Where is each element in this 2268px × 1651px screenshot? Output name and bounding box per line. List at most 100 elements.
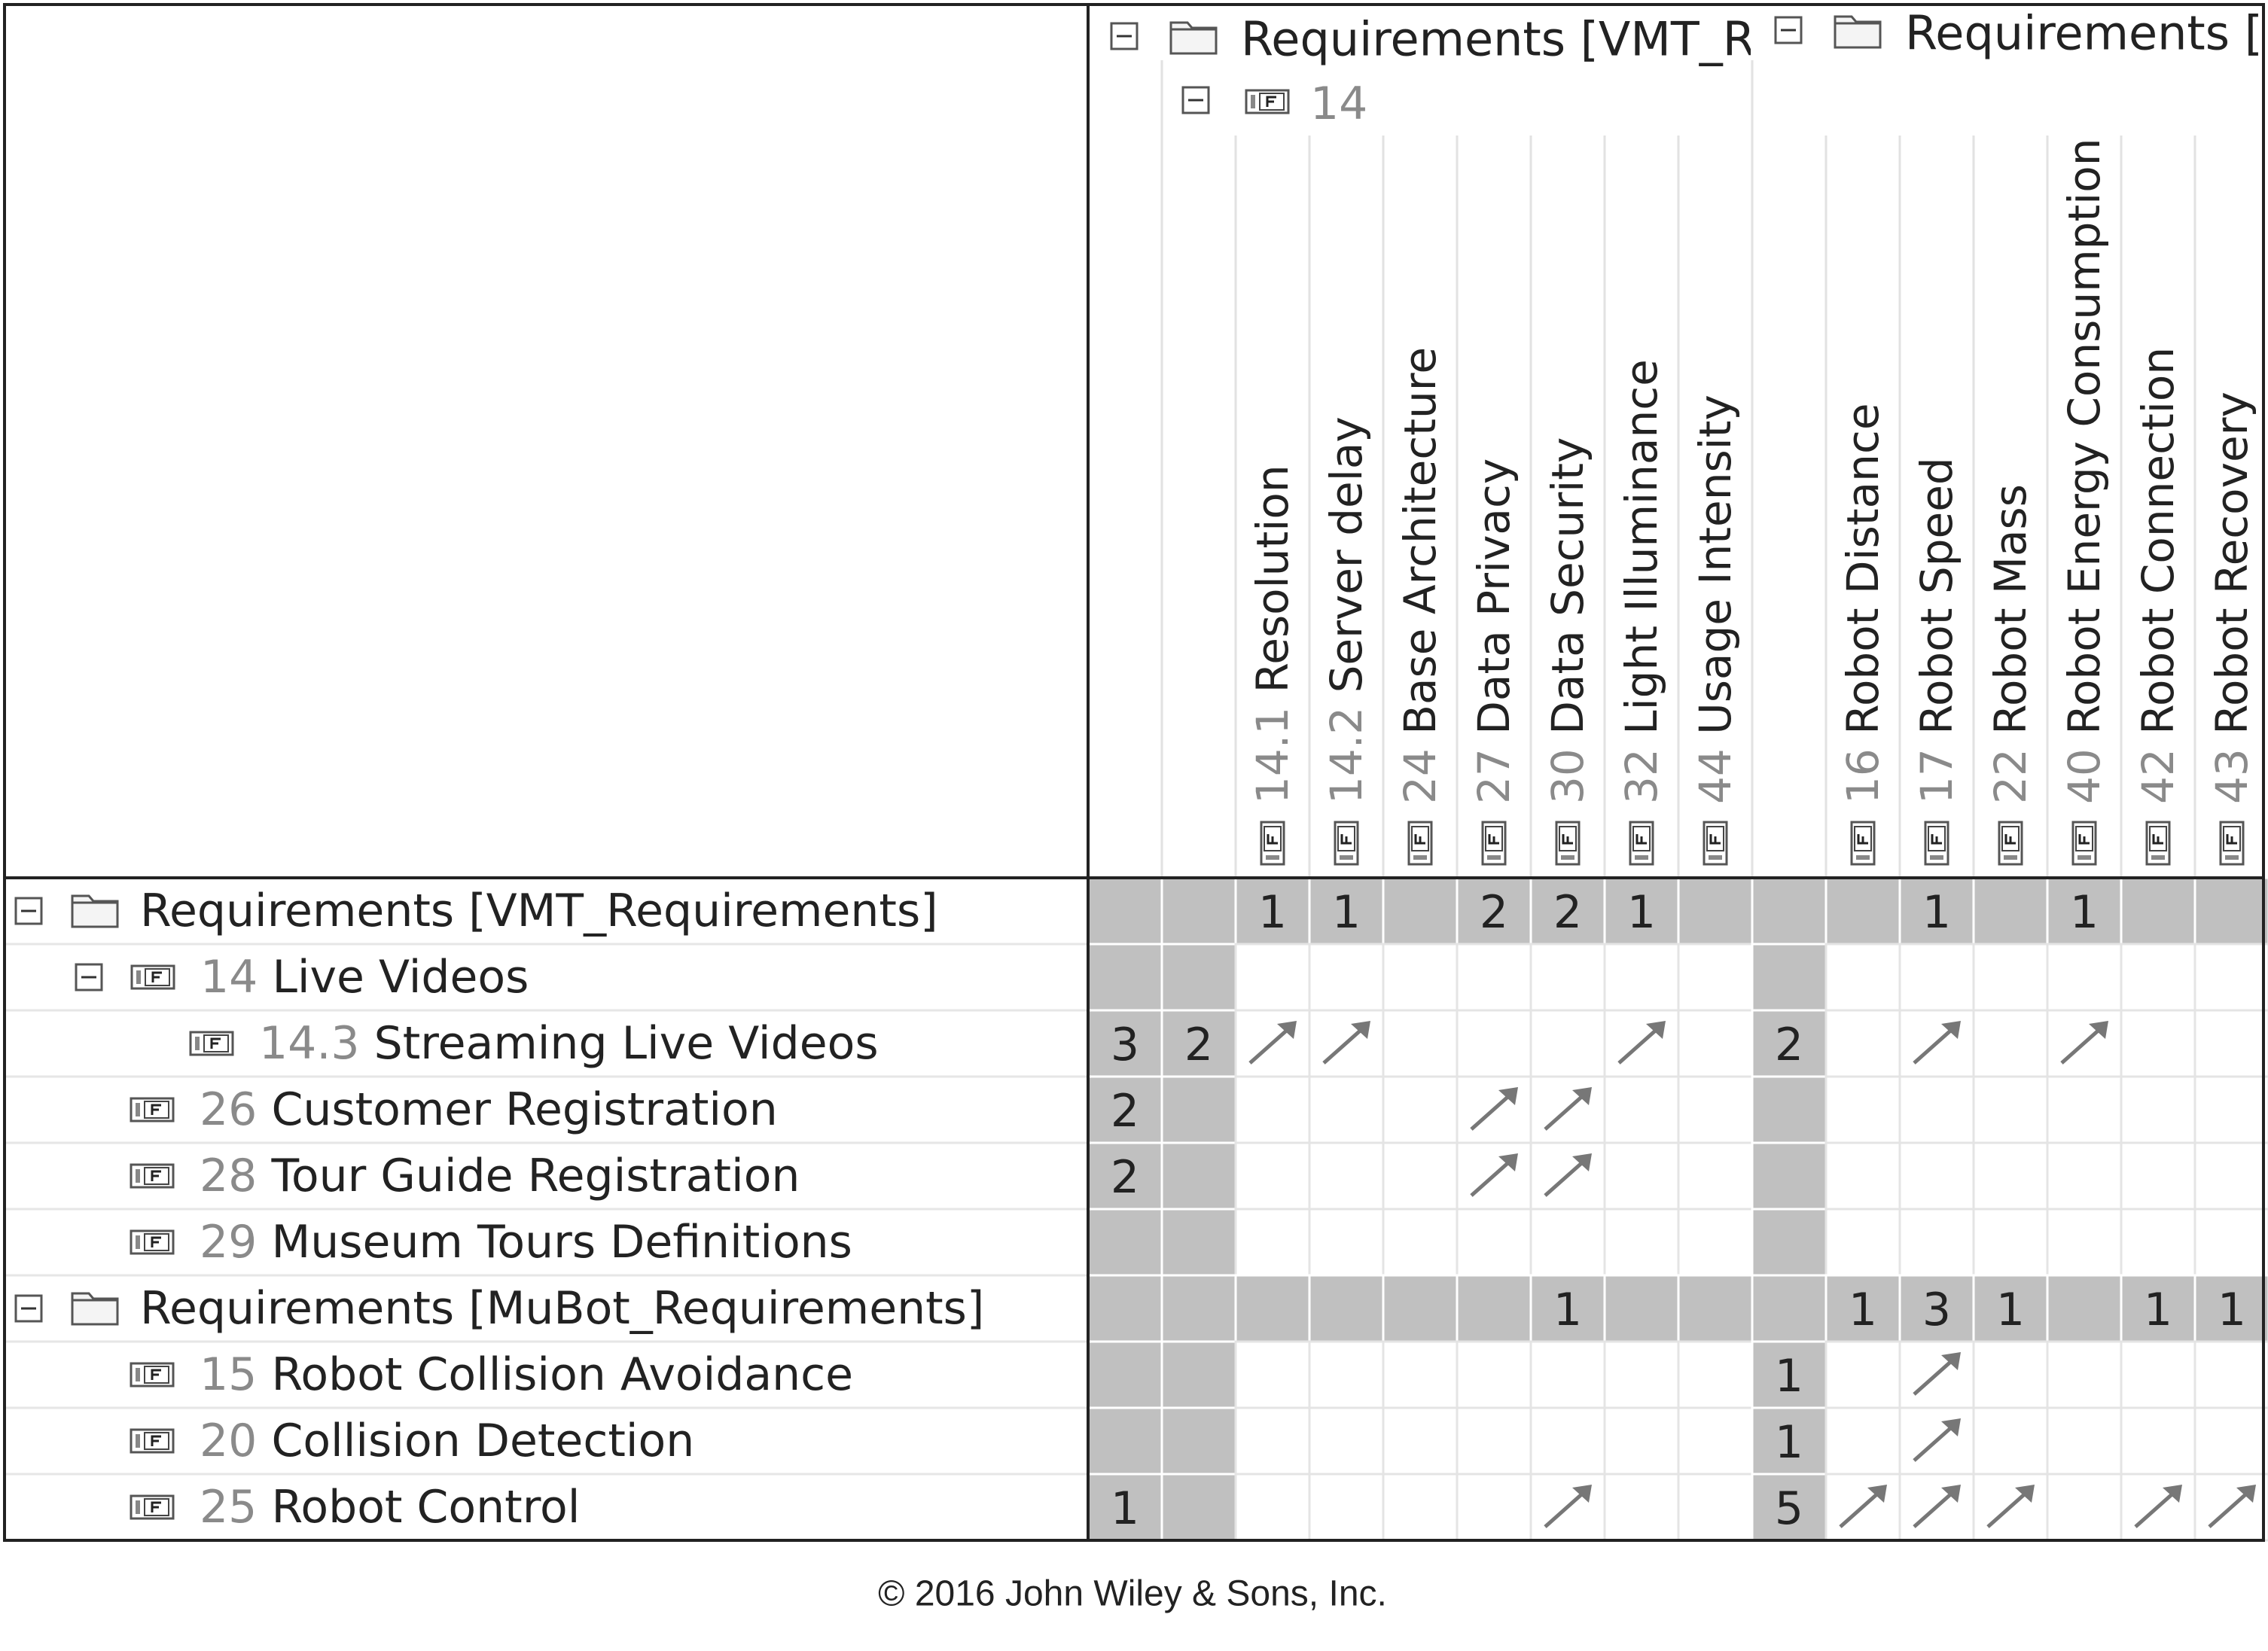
row-id: 26 <box>200 1083 257 1136</box>
matrix-cell <box>1824 1340 1901 1409</box>
row-name: Robot Collision Avoidance <box>271 1348 853 1401</box>
collapse-toggle[interactable] <box>1110 22 1139 50</box>
column-name: Robot Recovery <box>2206 391 2257 735</box>
cell-count: 1 <box>2144 1284 2172 1336</box>
matrix-cell <box>2046 1009 2123 1078</box>
icon-glyph <box>151 971 162 982</box>
icon-glyph <box>2226 834 2237 845</box>
column-id: 32 <box>1616 748 1667 804</box>
dependency-arrow <box>1986 1485 2035 1528</box>
collapse-toggle[interactable] <box>1181 86 1210 114</box>
arrow-shaft <box>1986 1489 2030 1528</box>
matrix-cell <box>1308 1406 1385 1476</box>
dependency-arrow <box>1248 1021 1297 1065</box>
requirement-icon <box>130 964 175 990</box>
icon-glyph <box>1931 834 1942 845</box>
column-id: 16 <box>1837 748 1888 804</box>
requirement-icon <box>1481 821 1507 866</box>
row-label: Requirements [MuBot_Requirements] <box>140 1282 984 1335</box>
icon-bar <box>136 1368 140 1381</box>
arrow-shaft <box>1248 1025 1292 1065</box>
row-id: 14.3 <box>259 1017 360 1070</box>
icon-bar <box>136 1500 140 1514</box>
collapse-toggle[interactable] <box>1774 16 1803 44</box>
cell-count: 1 <box>2070 886 2099 939</box>
matrix-cell <box>1677 1340 1754 1409</box>
matrix-cell <box>1824 1141 1901 1211</box>
matrix-cell <box>1603 1406 1680 1476</box>
matrix-cell <box>2120 1208 2196 1277</box>
matrix-cell <box>1308 1075 1385 1144</box>
cell-count: 1 <box>1627 886 1656 939</box>
matrix-cell <box>2193 1009 2268 1078</box>
copyright: © 2016 John Wiley & Sons, Inc. <box>878 1574 1387 1614</box>
matrix-cell <box>1087 1340 1163 1409</box>
cell-count: 2 <box>1184 1019 1213 1071</box>
matrix-cell <box>1751 943 1828 1012</box>
matrix-cell <box>1160 1141 1237 1211</box>
matrix-cell <box>1529 1009 1606 1078</box>
cell-count: 1 <box>1996 1284 2025 1336</box>
matrix-cell <box>1603 1274 1680 1343</box>
arrow-head <box>1867 1485 1887 1503</box>
matrix-cell <box>2046 1473 2123 1542</box>
matrix-cell <box>1824 1208 1901 1277</box>
matrix-cell <box>2046 943 2123 1012</box>
cell-count: 2 <box>1480 886 1508 939</box>
dependency-arrow <box>1913 1418 1961 1462</box>
matrix-cell <box>2120 1075 2196 1144</box>
arrow-shaft <box>1913 1025 1956 1065</box>
matrix-cell <box>1677 876 1754 946</box>
collapse-toggle[interactable] <box>75 963 103 992</box>
matrix-cell <box>2193 1274 2268 1343</box>
icon-glyph <box>1266 96 1276 107</box>
matrix-cell <box>2193 1406 2268 1476</box>
matrix-cell <box>1898 1141 1975 1211</box>
matrix-cell <box>1603 1473 1680 1542</box>
matrix-cell <box>1751 876 1828 946</box>
matrix-cell <box>2193 876 2268 946</box>
icon-bar <box>136 1235 140 1249</box>
arrow-head <box>1498 1153 1518 1171</box>
matrix-cell <box>1677 1009 1754 1078</box>
collapse-toggle[interactable] <box>14 897 43 925</box>
cell-count: 1 <box>1775 1350 1803 1403</box>
row-label: 29 Museum Tours Definitions <box>200 1216 852 1269</box>
icon-bar <box>136 970 141 984</box>
collapse-toggle[interactable] <box>14 1294 43 1323</box>
arrow-head <box>1941 1418 1961 1436</box>
matrix-cell <box>2193 1075 2268 1144</box>
arrow-head <box>2089 1021 2108 1039</box>
arrow-head <box>1646 1021 1666 1039</box>
matrix-cell <box>1972 1406 2049 1476</box>
cell-count: 2 <box>1111 1085 1139 1138</box>
matrix-cell <box>1529 1340 1606 1409</box>
icon-bar <box>2151 855 2165 860</box>
matrix-cell <box>1308 1274 1385 1343</box>
row-id: 29 <box>200 1216 257 1269</box>
column-label: 42 Robot Connection <box>2132 347 2184 804</box>
icon-bar <box>2225 855 2239 860</box>
matrix-cell <box>2193 1141 2268 1211</box>
icon-glyph <box>210 1037 221 1049</box>
row-label: 26 Customer Registration <box>200 1083 778 1136</box>
icon-glyph <box>1562 834 1573 845</box>
icon-bar <box>1266 855 1279 860</box>
column-name: Data Security <box>1542 437 1593 735</box>
column-label: 43 Robot Recovery <box>2206 391 2257 804</box>
matrix-cell <box>1087 1473 1163 1542</box>
column-name: Robot Mass <box>1985 484 2036 735</box>
matrix-cell <box>1824 1075 1901 1144</box>
matrix-cell <box>2120 1141 2196 1211</box>
cell-count: 5 <box>1775 1482 1803 1535</box>
cell-count: 2 <box>1111 1151 1139 1204</box>
cell-count: 1 <box>1849 1284 1877 1336</box>
icon-glyph <box>2004 834 2016 845</box>
column-label: 27 Data Privacy <box>1468 458 1520 804</box>
dependency-arrow <box>1470 1087 1518 1131</box>
column-label: 14.1 Resolution <box>1247 465 1298 804</box>
matrix-cell <box>1160 1473 1237 1542</box>
matrix-cell <box>1898 876 1975 946</box>
arrow-shaft <box>1544 1489 1587 1528</box>
